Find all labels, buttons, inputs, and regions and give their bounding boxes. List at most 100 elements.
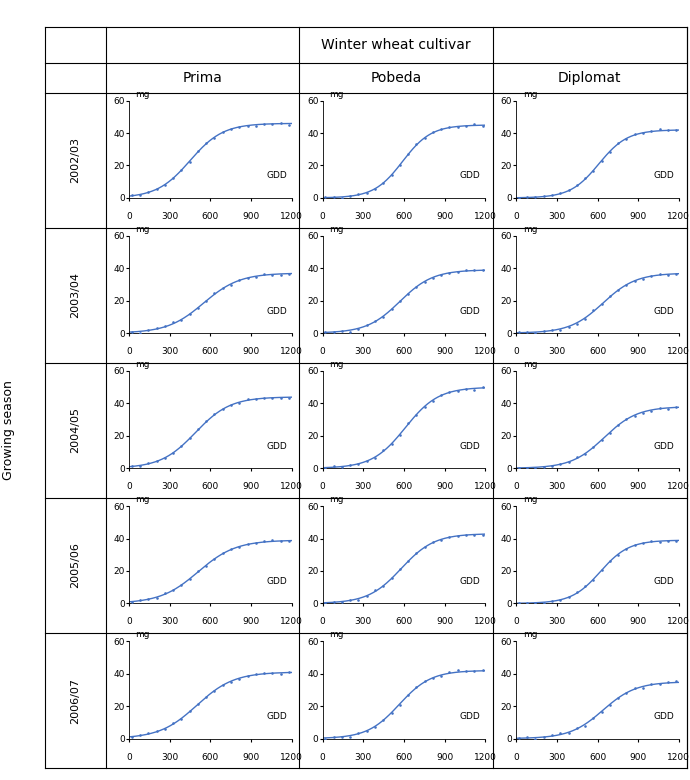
Point: [344, 730, 355, 743]
Point: [259, 667, 270, 679]
Point: [201, 691, 212, 704]
Point: [613, 419, 624, 431]
Point: [369, 315, 380, 328]
Point: [394, 159, 405, 172]
Point: [386, 438, 397, 450]
Text: 900: 900: [629, 753, 647, 761]
Point: [662, 535, 673, 548]
Point: [234, 541, 245, 553]
Point: [284, 534, 295, 547]
Point: [234, 275, 245, 287]
Point: [126, 459, 137, 472]
Point: [671, 124, 682, 136]
Text: mg: mg: [329, 630, 344, 640]
Text: 600: 600: [201, 753, 219, 761]
Point: [377, 580, 388, 592]
Point: [328, 596, 339, 608]
Point: [361, 725, 372, 737]
Point: [319, 732, 331, 745]
Point: [563, 321, 574, 333]
Point: [193, 145, 204, 158]
Point: [226, 278, 237, 291]
Point: [588, 165, 599, 177]
Text: mg: mg: [329, 360, 344, 369]
Point: [126, 325, 137, 338]
Point: [193, 565, 204, 577]
Point: [522, 191, 533, 204]
Point: [563, 183, 574, 196]
Text: 600: 600: [395, 482, 413, 491]
Point: [328, 325, 339, 338]
Text: mg: mg: [135, 225, 150, 234]
Point: [201, 137, 212, 150]
Point: [275, 392, 286, 404]
Point: [629, 682, 640, 695]
Point: [159, 452, 170, 464]
Point: [444, 121, 455, 133]
Text: 0: 0: [126, 753, 132, 761]
Text: GDD: GDD: [266, 712, 287, 721]
Point: [234, 672, 245, 685]
Point: [184, 308, 195, 321]
Point: [250, 119, 262, 132]
Point: [242, 393, 253, 406]
Point: [621, 543, 632, 555]
Point: [613, 137, 624, 150]
Point: [411, 138, 422, 151]
Point: [427, 672, 438, 684]
Point: [267, 392, 278, 404]
Point: [336, 731, 347, 743]
Point: [176, 164, 187, 176]
Point: [250, 271, 262, 284]
Point: [571, 586, 582, 598]
Point: [555, 458, 566, 470]
Point: [411, 681, 422, 693]
Text: 1200: 1200: [474, 347, 497, 356]
Point: [646, 270, 657, 282]
Point: [226, 543, 237, 555]
Point: [662, 124, 673, 136]
Text: 300: 300: [549, 482, 566, 491]
Point: [588, 573, 599, 586]
Point: [530, 732, 541, 745]
Point: [530, 326, 541, 339]
Text: mg: mg: [135, 495, 150, 504]
Text: Growing season: Growing season: [2, 381, 14, 480]
Point: [613, 692, 624, 704]
Text: 900: 900: [629, 618, 647, 626]
Point: [538, 461, 549, 473]
Text: mg: mg: [523, 630, 538, 640]
Point: [588, 712, 599, 725]
Point: [588, 304, 599, 317]
Point: [477, 529, 488, 541]
Text: mg: mg: [329, 495, 344, 504]
Text: 0: 0: [319, 347, 326, 356]
Point: [226, 122, 237, 135]
Text: 600: 600: [589, 482, 606, 491]
Point: [419, 401, 430, 413]
Point: [250, 393, 262, 406]
Text: 300: 300: [355, 753, 372, 761]
Text: 300: 300: [161, 618, 178, 626]
Point: [377, 444, 388, 456]
Point: [275, 117, 286, 129]
Text: 600: 600: [395, 212, 413, 221]
Point: [250, 537, 262, 549]
Point: [513, 192, 524, 204]
Point: [477, 119, 488, 132]
Point: [546, 459, 558, 472]
Point: [209, 552, 220, 565]
Point: [555, 594, 566, 606]
Text: 900: 900: [629, 347, 647, 356]
Text: 600: 600: [201, 212, 219, 221]
Point: [638, 272, 649, 285]
Text: 900: 900: [436, 618, 453, 626]
Point: [209, 686, 220, 698]
Point: [168, 717, 179, 729]
Point: [226, 399, 237, 412]
Point: [361, 455, 372, 467]
Text: 2005/06: 2005/06: [70, 543, 80, 588]
Text: 0: 0: [513, 618, 519, 626]
Point: [477, 381, 488, 394]
Point: [336, 596, 347, 608]
